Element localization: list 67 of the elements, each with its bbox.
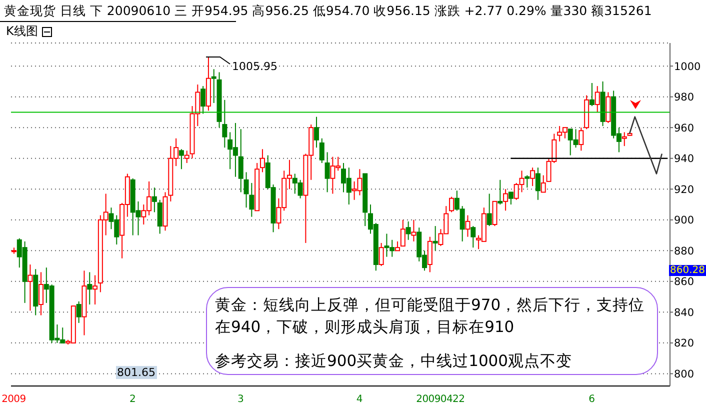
annotation: 1005.95 <box>232 60 278 73</box>
candlestick <box>314 116 319 148</box>
x-tick-label: 2009 <box>2 394 26 405</box>
candlestick <box>378 242 384 267</box>
line-series <box>628 116 663 174</box>
candlestick <box>535 167 540 200</box>
candlestick <box>524 174 530 188</box>
annotation: 860.28 <box>669 265 706 276</box>
candlestick <box>589 82 594 107</box>
candlestick <box>492 200 498 227</box>
candlestick <box>432 226 438 252</box>
x-tick-label: 20090422 <box>416 394 465 405</box>
annotation: 801.65 <box>116 366 156 379</box>
annotation: 参考交易：接近900买黄金，中线过1000观点不变 <box>215 351 574 372</box>
candlestick <box>486 193 492 227</box>
y-tick-label: 840 <box>674 306 694 319</box>
candlestick <box>38 272 44 316</box>
candlestick <box>449 196 454 213</box>
candlestick <box>184 150 190 164</box>
y-tick-label: 820 <box>674 338 694 350</box>
candlestick <box>465 214 470 238</box>
candlestick <box>594 86 600 113</box>
annotation: 黄金：短线向上反弹，但可能受阻于970，然后下行，支持位在940，下破，则形成头肩顶，目标在910 <box>215 295 646 338</box>
y-tick-label: 980 <box>674 92 694 104</box>
candlestick <box>622 132 627 147</box>
candlestick <box>200 86 206 114</box>
candlestick <box>260 148 265 173</box>
candlestick <box>503 188 508 212</box>
candlestick <box>470 226 476 248</box>
candlestick <box>498 179 503 205</box>
candlestick <box>508 192 514 205</box>
candlestick <box>578 127 584 152</box>
candlestick <box>319 138 324 164</box>
candlestick <box>324 152 330 193</box>
candlestick <box>427 236 432 273</box>
candlestick <box>178 148 184 170</box>
candlestick <box>411 219 416 242</box>
y-tick-label: 920 <box>674 184 694 196</box>
x-tick-label: 6 <box>588 394 595 405</box>
y-tick-label: 940 <box>674 153 694 166</box>
candlestick <box>92 274 98 305</box>
candlestick <box>152 187 157 213</box>
candlestick <box>244 172 249 208</box>
chart-subtitle: K线图 <box>6 23 38 40</box>
candlestick <box>406 220 411 240</box>
candlestick <box>249 182 254 218</box>
x-tick-label: 2 <box>130 394 136 405</box>
chart-title: 黄金现货 日线 下 20090610 三 开954.95 高956.25 低954.70 收956.15 涨跌 +2.77 0.29% 量330 额315261 <box>4 3 652 20</box>
candlestick <box>540 174 546 193</box>
x-tick-label: 4 <box>356 394 362 405</box>
candlestick <box>400 219 406 247</box>
y-tick-label: 880 <box>674 245 694 258</box>
y-tick-label: 800 <box>674 368 694 380</box>
candlestick <box>157 199 162 234</box>
candlestick <box>76 300 82 324</box>
y-tick-label: 860 <box>674 276 694 288</box>
candlestick <box>28 264 33 312</box>
y-tick-label: 1000 <box>674 60 701 73</box>
candlestick <box>211 68 216 104</box>
candlestick <box>395 240 400 252</box>
candlestick <box>87 272 92 305</box>
candlestick <box>530 167 536 187</box>
candlestick <box>238 128 244 193</box>
x-tick-label: 3 <box>238 394 244 405</box>
y-tick-label: 900 <box>674 214 694 227</box>
candlestick <box>222 99 228 148</box>
y-tick-label: 960 <box>674 122 694 134</box>
